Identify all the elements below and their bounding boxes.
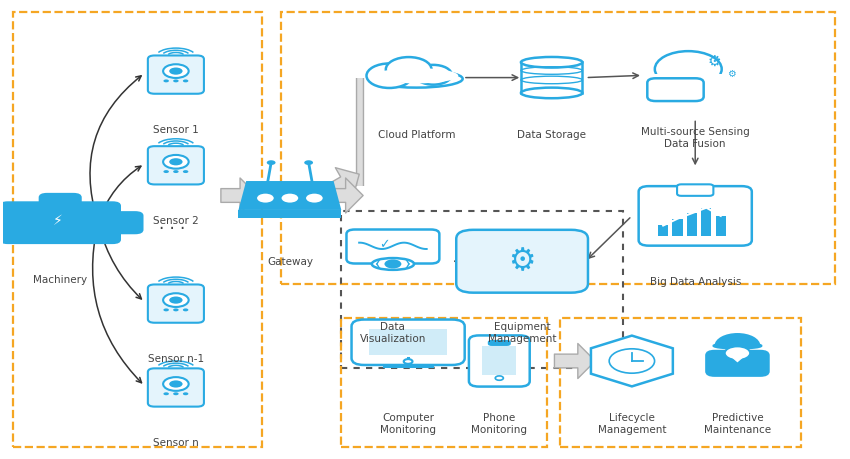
Bar <box>521 62 582 93</box>
FancyBboxPatch shape <box>352 319 465 365</box>
Circle shape <box>163 79 169 82</box>
Circle shape <box>163 293 189 307</box>
Circle shape <box>169 297 183 304</box>
Bar <box>672 218 683 236</box>
Circle shape <box>173 308 178 311</box>
FancyBboxPatch shape <box>370 329 447 355</box>
Polygon shape <box>731 356 745 362</box>
Circle shape <box>257 194 274 202</box>
Text: ⚙: ⚙ <box>708 54 722 69</box>
Text: · · ·: · · · <box>159 220 184 239</box>
Bar <box>281 12 835 284</box>
Circle shape <box>183 170 189 173</box>
Bar <box>701 207 711 236</box>
Ellipse shape <box>375 68 458 84</box>
Text: Machinery: Machinery <box>33 275 88 285</box>
FancyBboxPatch shape <box>638 186 751 246</box>
Text: Sensor 2: Sensor 2 <box>153 216 199 226</box>
Text: ⚙: ⚙ <box>508 247 536 276</box>
Text: ⚡: ⚡ <box>53 214 62 228</box>
Ellipse shape <box>521 57 582 67</box>
Circle shape <box>163 377 189 391</box>
Ellipse shape <box>713 343 762 348</box>
Bar <box>13 12 262 447</box>
Circle shape <box>163 392 169 395</box>
Circle shape <box>404 359 412 364</box>
Circle shape <box>173 79 178 82</box>
Ellipse shape <box>371 258 414 270</box>
FancyBboxPatch shape <box>347 230 439 263</box>
Bar <box>687 213 697 236</box>
Bar <box>341 318 547 447</box>
Text: Cloud Platform: Cloud Platform <box>377 130 456 140</box>
Circle shape <box>169 67 183 75</box>
Bar <box>560 318 801 447</box>
Circle shape <box>304 160 313 165</box>
Circle shape <box>173 170 178 173</box>
Text: Data
Visualization: Data Visualization <box>360 323 426 344</box>
Circle shape <box>281 194 298 202</box>
Text: Sensor n-1: Sensor n-1 <box>148 354 204 364</box>
Circle shape <box>163 155 189 168</box>
Text: Sensor n: Sensor n <box>153 438 199 448</box>
FancyBboxPatch shape <box>0 220 18 242</box>
Circle shape <box>183 79 189 82</box>
Text: Lifecycle
Management: Lifecycle Management <box>598 413 666 435</box>
Ellipse shape <box>521 88 582 98</box>
Circle shape <box>169 381 183 387</box>
Circle shape <box>384 259 401 269</box>
Bar <box>658 225 668 236</box>
Circle shape <box>173 392 178 395</box>
Text: Gateway: Gateway <box>267 257 313 267</box>
FancyBboxPatch shape <box>148 146 204 185</box>
Text: Equipment
Management: Equipment Management <box>488 323 557 344</box>
Text: ✓: ✓ <box>379 238 389 251</box>
Text: ⚙: ⚙ <box>727 69 736 79</box>
Bar <box>644 74 746 90</box>
FancyBboxPatch shape <box>0 202 121 244</box>
FancyBboxPatch shape <box>488 340 511 346</box>
Circle shape <box>169 158 183 165</box>
Circle shape <box>163 64 189 78</box>
FancyBboxPatch shape <box>648 78 704 101</box>
Text: Multi-source Sensing
Data Fusion: Multi-source Sensing Data Fusion <box>641 128 750 149</box>
Text: Sensor 1: Sensor 1 <box>153 125 199 135</box>
FancyBboxPatch shape <box>0 203 18 225</box>
Circle shape <box>725 346 751 360</box>
Circle shape <box>163 170 169 173</box>
FancyBboxPatch shape <box>469 336 530 386</box>
FancyBboxPatch shape <box>38 193 82 212</box>
Bar <box>716 216 726 236</box>
Polygon shape <box>239 181 342 210</box>
FancyBboxPatch shape <box>482 346 516 375</box>
FancyBboxPatch shape <box>456 230 588 293</box>
Circle shape <box>306 194 323 202</box>
Text: Big Data Analysis: Big Data Analysis <box>649 277 741 287</box>
FancyBboxPatch shape <box>148 369 204 407</box>
FancyBboxPatch shape <box>148 56 204 94</box>
Circle shape <box>496 376 503 380</box>
Text: Predictive
Maintenance: Predictive Maintenance <box>704 413 771 435</box>
Ellipse shape <box>371 70 462 88</box>
Circle shape <box>609 349 654 373</box>
Circle shape <box>386 57 432 82</box>
FancyBboxPatch shape <box>103 211 144 234</box>
Circle shape <box>654 51 722 87</box>
FancyBboxPatch shape <box>706 351 768 376</box>
Polygon shape <box>591 336 673 386</box>
Wedge shape <box>716 334 759 346</box>
Circle shape <box>183 308 189 311</box>
Text: Data Storage: Data Storage <box>517 130 586 140</box>
Circle shape <box>267 160 275 165</box>
Circle shape <box>163 308 169 311</box>
Bar <box>341 211 623 368</box>
FancyBboxPatch shape <box>148 285 204 323</box>
Circle shape <box>183 392 189 395</box>
FancyBboxPatch shape <box>677 185 713 196</box>
FancyBboxPatch shape <box>239 210 342 218</box>
Text: Computer
Monitoring: Computer Monitoring <box>380 413 436 435</box>
Text: Phone
Monitoring: Phone Monitoring <box>471 413 527 435</box>
Circle shape <box>366 63 412 88</box>
Circle shape <box>415 65 451 84</box>
